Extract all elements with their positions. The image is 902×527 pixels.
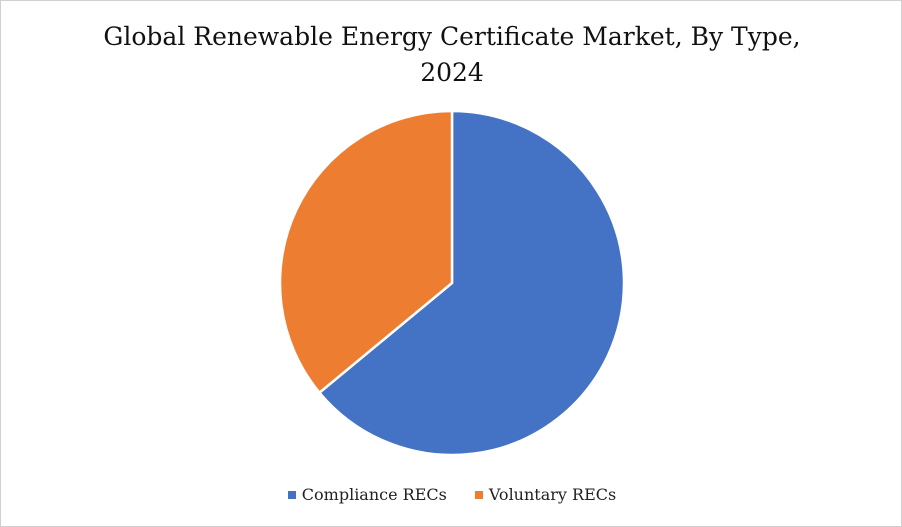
legend-swatch-compliance — [287, 490, 296, 499]
chart-title-line-2: 2024 — [420, 58, 484, 87]
chart-title: Global Renewable Energy Certificate Mark… — [1, 19, 901, 91]
legend-item-compliance: Compliance RECs — [287, 485, 447, 504]
legend-label-compliance: Compliance RECs — [301, 485, 447, 504]
chart-title-line-1: Global Renewable Energy Certificate Mark… — [103, 22, 801, 51]
pie-slice-compliance — [318, 109, 626, 457]
legend-item-voluntary: Voluntary RECs — [474, 485, 617, 504]
legend-swatch-voluntary — [474, 490, 483, 499]
chart-legend: Compliance RECs Voluntary RECs — [1, 485, 901, 504]
legend-label-voluntary: Voluntary RECs — [488, 485, 617, 504]
pie-slice-voluntary — [278, 109, 454, 394]
